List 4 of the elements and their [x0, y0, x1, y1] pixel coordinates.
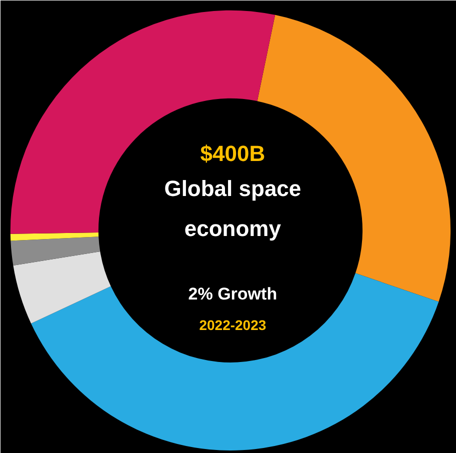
- text: 2% Growth: [188, 284, 278, 304]
- text: $400B: [200, 140, 266, 166]
- text: 2022-2023: [199, 317, 266, 334]
- text: Global space economy: [164, 176, 302, 241]
